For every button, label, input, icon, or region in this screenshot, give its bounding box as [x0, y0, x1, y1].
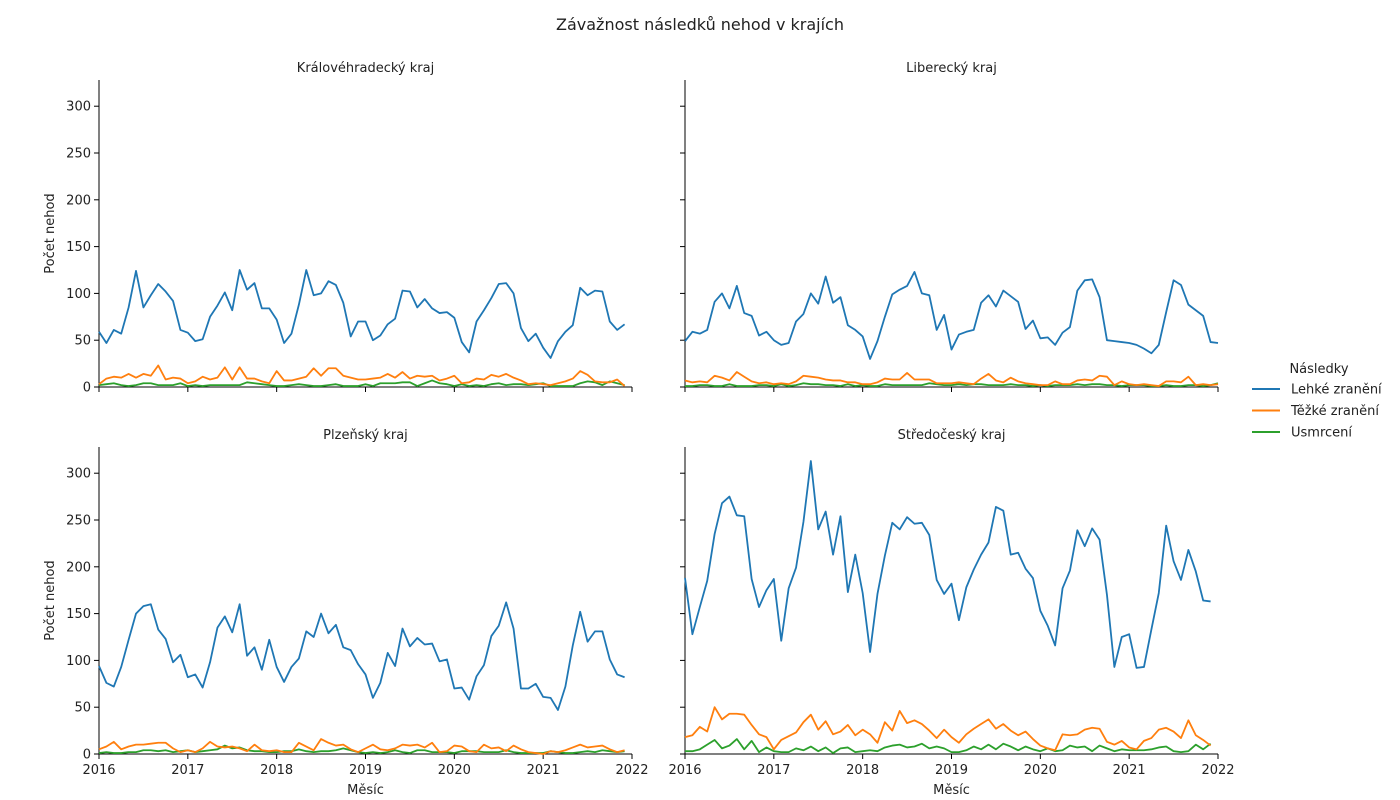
- x-axis-label: Měsíc: [933, 783, 970, 798]
- chart-title: Závažnost následků nehod v krajích: [556, 15, 844, 34]
- series-line: [684, 371, 1219, 387]
- y-tick-label: 300: [66, 467, 91, 482]
- x-tick-label: 2017: [171, 763, 204, 778]
- legend-entry: Usmrcení: [1291, 426, 1352, 441]
- y-tick-label: 300: [66, 100, 91, 115]
- panel: Plzeňský kraj 0 50 100 150 200 250 300 2016 2017 2…: [43, 428, 649, 798]
- y-tick-label: 150: [66, 607, 91, 622]
- x-tick-label: 2022: [615, 763, 648, 778]
- x-tick-label: 2017: [757, 763, 790, 778]
- series-line: [684, 706, 1212, 752]
- legend-entry: Lehké zranění: [1291, 383, 1382, 398]
- series-line: [685, 382, 1219, 387]
- series-line: [684, 270, 1219, 360]
- series-line: [98, 269, 626, 359]
- y-tick-label: 100: [66, 654, 91, 669]
- y-tick-label: 50: [74, 701, 91, 716]
- x-tick-label: 2021: [1113, 763, 1146, 778]
- y-tick-label: 0: [83, 381, 91, 396]
- series-line: [685, 738, 1212, 754]
- x-tick-label: 2018: [260, 763, 293, 778]
- y-tick-label: 0: [83, 748, 91, 763]
- y-tick-label: 200: [66, 193, 91, 208]
- panel-title: Plzeňský kraj: [323, 428, 408, 443]
- y-tick-label: 250: [66, 147, 91, 162]
- y-tick-label: 250: [66, 514, 91, 529]
- x-tick-label: 2020: [1024, 763, 1057, 778]
- y-tick-label: 100: [66, 287, 91, 302]
- panel-title: Liberecký kraj: [906, 61, 997, 76]
- y-axis-label: Počet nehod: [43, 193, 58, 273]
- panel: Liberecký kraj: [680, 61, 1219, 392]
- panel: Středočeský kraj 2016 2017 2018 2019 2020 2021…: [668, 428, 1234, 798]
- x-axis-label: Měsíc: [347, 783, 384, 798]
- x-tick-label: 2018: [846, 763, 879, 778]
- x-tick-label: 2016: [82, 763, 115, 778]
- series-line: [98, 364, 626, 387]
- y-axis-label: Počet nehod: [43, 560, 58, 640]
- legend: Následky Lehké zranění Těžké zranění Usmrc…: [1252, 362, 1382, 441]
- x-tick-label: 2019: [349, 763, 382, 778]
- panels: Královéhradecký kraj 0 50 100 150 200 250 300 Po…: [43, 61, 1235, 798]
- panel: Královéhradecký kraj 0 50 100 150 200 250 300 Po…: [43, 61, 633, 396]
- x-tick-label: 2019: [935, 763, 968, 778]
- panel-title: Středočeský kraj: [898, 428, 1006, 443]
- y-tick-label: 150: [66, 240, 91, 255]
- legend-title: Následky: [1289, 362, 1348, 377]
- series-line: [684, 460, 1211, 669]
- series-line: [98, 601, 625, 711]
- series-line: [98, 738, 625, 755]
- panel-title: Královéhradecký kraj: [297, 61, 434, 76]
- x-tick-label: 2021: [527, 763, 560, 778]
- x-tick-label: 2022: [1201, 763, 1234, 778]
- x-tick-label: 2020: [438, 763, 471, 778]
- x-tick-label: 2016: [668, 763, 701, 778]
- y-tick-label: 50: [74, 334, 91, 349]
- y-tick-label: 200: [66, 560, 91, 575]
- legend-entry: Těžké zranění: [1290, 404, 1379, 419]
